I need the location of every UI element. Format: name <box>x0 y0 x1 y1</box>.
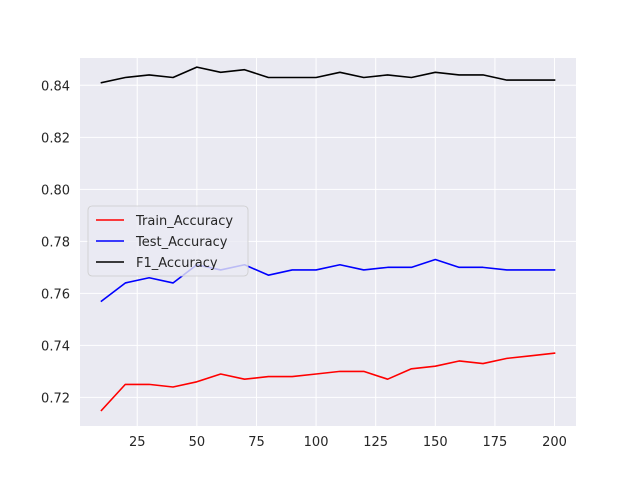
series-line-train-accuracy <box>100 352 556 412</box>
y-tick-label: 0.82 <box>41 131 70 146</box>
x-tick-label: 75 <box>248 435 265 450</box>
legend-label: Train_Accuracy <box>135 214 233 229</box>
y-tick-label: 0.80 <box>41 183 70 198</box>
y-tick-label: 0.74 <box>41 339 70 354</box>
x-tick-label: 200 <box>542 435 567 450</box>
x-tick-label: 150 <box>423 435 448 450</box>
series-lines <box>100 66 556 412</box>
legend: Train_Accuracy Test_Accuracy F1_Accuracy <box>87 205 249 277</box>
grid-lines <box>80 58 576 426</box>
series-line-test-accuracy <box>100 258 556 303</box>
x-tick-label: 100 <box>304 435 329 450</box>
series-line-f1-accuracy <box>100 66 556 84</box>
y-axis-ticks: 0.72 0.74 0.76 0.78 0.80 0.82 0.84 <box>41 79 70 406</box>
y-tick-label: 0.72 <box>41 391 70 406</box>
legend-box <box>87 205 249 277</box>
x-tick-label: 125 <box>363 435 388 450</box>
x-tick-label: 50 <box>189 435 206 450</box>
x-tick-label: 175 <box>483 435 508 450</box>
x-tick-label: 25 <box>129 435 146 450</box>
y-tick-label: 0.76 <box>41 287 70 302</box>
legend-label: F1_Accuracy <box>136 256 218 271</box>
legend-label: Test_Accuracy <box>135 235 228 250</box>
y-tick-label: 0.78 <box>41 235 70 250</box>
y-tick-label: 0.84 <box>41 79 70 94</box>
x-axis-ticks: 25 50 75 100 125 150 175 200 <box>129 435 567 450</box>
